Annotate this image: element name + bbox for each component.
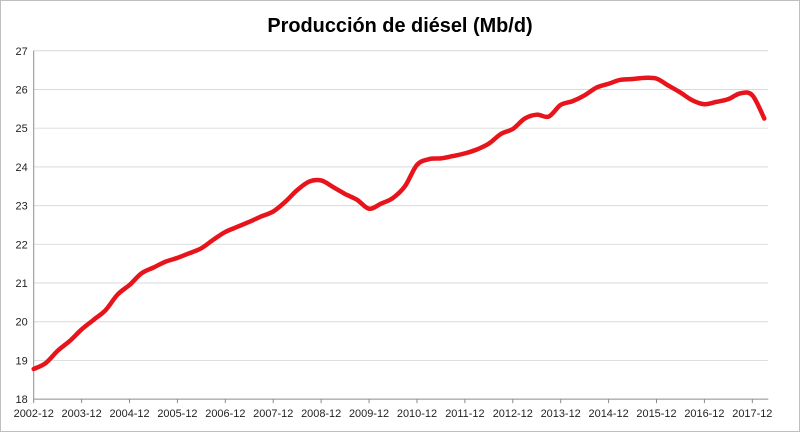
- x-tick-label: 2007-12: [253, 408, 293, 420]
- x-tick-label: 2009-12: [349, 408, 389, 420]
- x-tick-label: 2010-12: [397, 408, 437, 420]
- x-tick-label: 2003-12: [62, 408, 102, 420]
- x-tick-label: 2017-12: [732, 408, 772, 420]
- y-tick-label: 19: [16, 355, 28, 367]
- y-tick-label: 24: [16, 162, 28, 174]
- y-tick-label: 23: [16, 201, 28, 213]
- y-tick-label: 22: [16, 239, 28, 251]
- x-tick-label: 2015-12: [636, 408, 676, 420]
- series-line-diesel-production: [31, 75, 767, 372]
- y-axis-ticks: 18 19 20 21 22 23 24 25 26 27: [16, 46, 28, 406]
- x-tick-label: 2002-12: [14, 408, 54, 420]
- x-tick-label: 2014-12: [589, 408, 629, 420]
- x-tick-label: 2013-12: [541, 408, 581, 420]
- x-tick-label: 2006-12: [205, 408, 245, 420]
- y-tick-label: 20: [16, 317, 28, 329]
- x-tick-label: 2005-12: [157, 408, 197, 420]
- x-tick-label: 2012-12: [493, 408, 533, 420]
- x-tick-label: 2004-12: [109, 408, 149, 420]
- x-tick-label: 2011-12: [445, 408, 484, 420]
- x-tick-label: 2016-12: [684, 408, 724, 420]
- y-tick-label: 21: [16, 278, 28, 290]
- grid: [33, 50, 769, 361]
- y-tick-label: 26: [16, 84, 28, 96]
- y-tick-label: 27: [16, 46, 28, 58]
- x-axis-ticks: 2002-12 2003-12 2004-12 2005-12 2006-12 2007-…: [14, 399, 772, 420]
- y-tick-label: 25: [16, 123, 28, 135]
- y-tick-label: 18: [16, 394, 28, 406]
- chart-title: Producción de diésel (Mb/d): [267, 15, 532, 37]
- x-tick-label: 2008-12: [301, 408, 341, 420]
